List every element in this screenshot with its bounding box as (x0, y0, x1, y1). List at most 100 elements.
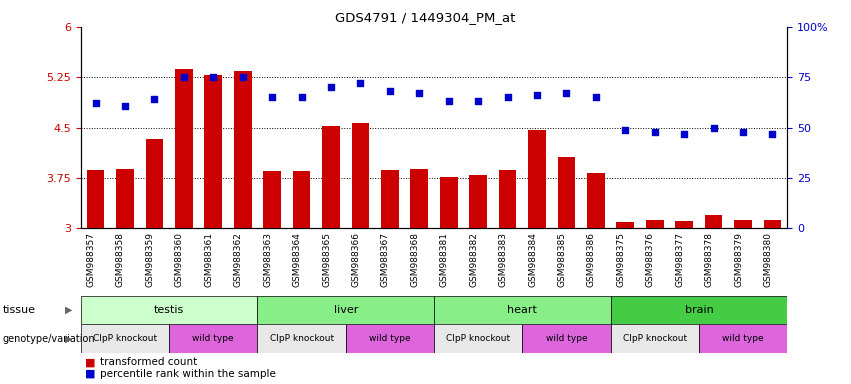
Bar (587, 173, 605, 228)
Point (383, 88, 397, 94)
Bar (169, 324, 257, 353)
Text: GSM988364: GSM988364 (293, 232, 301, 287)
Bar (734, 220, 752, 228)
Bar (676, 221, 693, 228)
Bar (610, 296, 787, 324)
Point (766, 131, 780, 137)
Point (707, 124, 721, 131)
Text: ClpP knockout: ClpP knockout (93, 334, 157, 343)
Text: testis: testis (154, 305, 185, 315)
Text: GSM988363: GSM988363 (263, 232, 272, 287)
Text: GSM988358: GSM988358 (116, 232, 125, 287)
Text: ClpP knockout: ClpP knockout (623, 334, 687, 343)
Text: brain: brain (684, 305, 713, 315)
Point (118, 103, 132, 109)
Text: wild type: wild type (722, 334, 764, 343)
Text: GSM988357: GSM988357 (87, 232, 95, 287)
Point (648, 129, 661, 135)
Bar (81, 296, 257, 324)
Text: wild type: wild type (369, 334, 411, 343)
Bar (410, 169, 428, 228)
Text: GSM988384: GSM988384 (528, 232, 537, 287)
Point (589, 94, 603, 101)
Text: GSM988359: GSM988359 (146, 232, 154, 287)
Point (560, 90, 574, 96)
Point (266, 94, 279, 101)
Bar (204, 75, 222, 228)
Text: GSM988386: GSM988386 (587, 232, 596, 287)
Bar (234, 71, 252, 228)
Bar (763, 220, 781, 228)
Bar (440, 177, 458, 228)
Text: GSM988382: GSM988382 (469, 232, 478, 287)
Point (236, 74, 249, 80)
Bar (175, 69, 192, 228)
Bar (523, 324, 610, 353)
Point (413, 90, 426, 96)
Point (354, 80, 368, 86)
Text: GSM988383: GSM988383 (499, 232, 507, 287)
Point (324, 84, 338, 91)
Text: GSM988368: GSM988368 (410, 232, 420, 287)
Text: GSM988378: GSM988378 (705, 232, 714, 287)
Bar (610, 324, 699, 353)
Text: tissue: tissue (3, 305, 36, 315)
Bar (351, 123, 369, 228)
Bar (346, 324, 434, 353)
Text: wild type: wild type (545, 334, 587, 343)
Bar (699, 324, 787, 353)
Bar (499, 170, 517, 228)
Point (207, 74, 220, 80)
Text: GSM988361: GSM988361 (204, 232, 214, 287)
Point (442, 98, 455, 104)
Text: wild type: wild type (192, 334, 234, 343)
Text: ▶: ▶ (65, 334, 72, 344)
Point (89, 101, 102, 107)
Text: GSM988380: GSM988380 (763, 232, 773, 287)
Bar (469, 175, 487, 228)
Text: percentile rank within the sample: percentile rank within the sample (100, 369, 276, 379)
Text: ▶: ▶ (65, 305, 72, 315)
Text: ■: ■ (85, 357, 95, 367)
Text: GSM988360: GSM988360 (174, 232, 184, 287)
Point (500, 94, 514, 101)
Point (619, 127, 632, 133)
Point (736, 129, 750, 135)
Bar (646, 220, 664, 228)
Text: ■: ■ (85, 369, 95, 379)
Text: GSM988375: GSM988375 (616, 232, 625, 287)
Bar (87, 170, 105, 228)
Point (147, 96, 161, 103)
Bar (705, 215, 722, 228)
Point (530, 92, 544, 98)
Bar (557, 157, 575, 228)
Bar (81, 324, 169, 353)
Bar (434, 324, 523, 353)
Text: ClpP knockout: ClpP knockout (270, 334, 334, 343)
Bar (528, 131, 545, 228)
Text: GSM988367: GSM988367 (381, 232, 390, 287)
Text: GSM988377: GSM988377 (675, 232, 684, 287)
Bar (434, 296, 610, 324)
Text: transformed count: transformed count (100, 357, 197, 367)
Bar (616, 222, 634, 228)
Text: GSM988381: GSM988381 (440, 232, 448, 287)
Bar (146, 139, 163, 228)
Text: ClpP knockout: ClpP knockout (446, 334, 511, 343)
Point (177, 74, 191, 80)
Bar (116, 169, 134, 228)
Text: heart: heart (507, 305, 537, 315)
Text: GSM988362: GSM988362 (234, 232, 243, 287)
Text: GDS4791 / 1449304_PM_at: GDS4791 / 1449304_PM_at (335, 12, 516, 25)
Bar (263, 171, 281, 228)
Point (294, 94, 308, 101)
Bar (381, 170, 398, 228)
Bar (323, 126, 340, 228)
Text: genotype/variation: genotype/variation (3, 334, 95, 344)
Point (471, 98, 485, 104)
Text: GSM988379: GSM988379 (734, 232, 743, 287)
Bar (293, 171, 311, 228)
Text: GSM988376: GSM988376 (646, 232, 654, 287)
Text: GSM988365: GSM988365 (322, 232, 331, 287)
Text: liver: liver (334, 305, 358, 315)
